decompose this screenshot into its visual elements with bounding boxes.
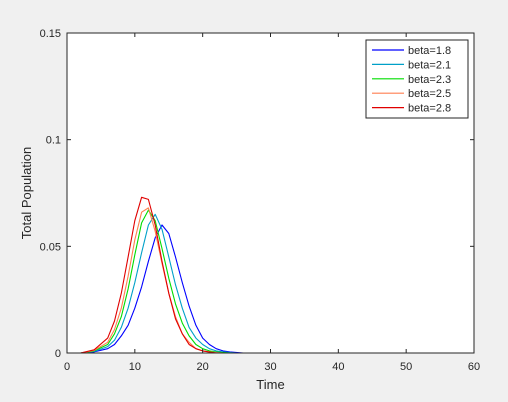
x-tick-label: 20 bbox=[197, 361, 209, 373]
series-lines bbox=[67, 196, 474, 354]
x-tick-label: 30 bbox=[264, 361, 276, 373]
x-tick-label: 60 bbox=[468, 361, 480, 373]
y-tick-label: 0 bbox=[55, 348, 61, 360]
legend-label: beta=2.3 bbox=[408, 74, 451, 86]
legend-label: beta=2.1 bbox=[408, 59, 451, 71]
series-line-beta-2-3 bbox=[67, 209, 474, 354]
x-tick-label: 10 bbox=[129, 361, 141, 373]
series-line-beta-1-8 bbox=[67, 224, 474, 354]
legend-label: beta=2.8 bbox=[408, 103, 451, 115]
x-tick-label: 0 bbox=[64, 361, 70, 373]
series-line-beta-2-8 bbox=[67, 196, 474, 354]
y-axis-label: Total Population bbox=[19, 147, 34, 240]
y-tick-label: 0.15 bbox=[40, 28, 61, 40]
x-axis-label: Time bbox=[256, 377, 284, 392]
x-tick-label: 50 bbox=[400, 361, 412, 373]
y-tick-label: 0.05 bbox=[40, 241, 61, 253]
y-axis-ticks: 0 0.05 0.1 0.15 bbox=[40, 28, 474, 360]
legend: beta=1.8 beta=2.1 beta=2.3 beta=2.5 beta=2.8 bbox=[365, 39, 469, 119]
x-tick-label: 40 bbox=[332, 361, 344, 373]
y-tick-label: 0.1 bbox=[46, 135, 61, 147]
legend-label: beta=2.5 bbox=[408, 88, 451, 100]
series-line-beta-2-1 bbox=[67, 213, 474, 354]
x-axis-ticks: 0 10 20 30 40 50 60 bbox=[64, 33, 480, 373]
legend-label: beta=1.8 bbox=[408, 45, 451, 57]
